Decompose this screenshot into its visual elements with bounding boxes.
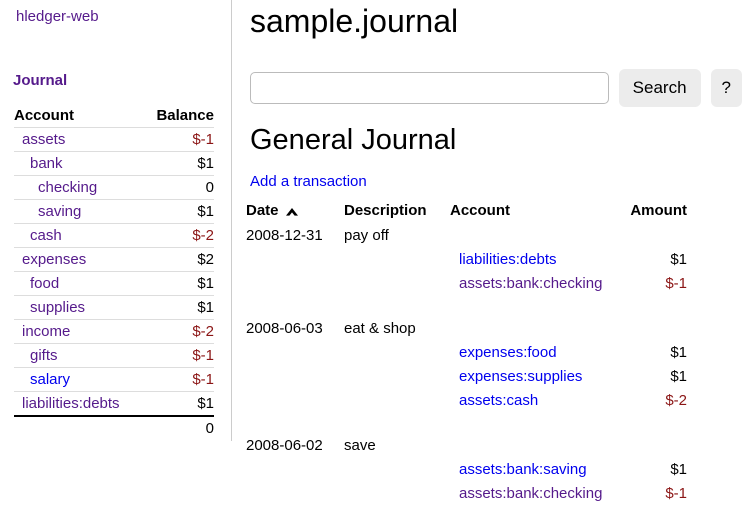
posting-row: liabilities:debts $1 bbox=[246, 247, 687, 271]
spacer-row bbox=[246, 412, 687, 433]
transaction-description: pay off bbox=[344, 226, 389, 244]
total-balance: 0 bbox=[205, 419, 214, 437]
account-row: income $-2 bbox=[14, 319, 214, 343]
account-balance: $-1 bbox=[192, 371, 214, 388]
account-link[interactable]: supplies bbox=[30, 299, 86, 316]
posting-account-link[interactable]: liabilities:debts bbox=[459, 250, 557, 268]
account-balance: $2 bbox=[197, 251, 214, 268]
posting-account-link[interactable]: assets:bank:saving bbox=[459, 460, 587, 478]
posting-amount: $-1 bbox=[665, 484, 687, 502]
posting-amount: $1 bbox=[670, 460, 687, 478]
journal-table: Date Description Account Amount 2008-12-… bbox=[246, 198, 687, 505]
transaction-description: eat & shop bbox=[344, 319, 416, 337]
posting-amount: $1 bbox=[670, 250, 687, 268]
account-link[interactable]: checking bbox=[38, 179, 98, 196]
app-title-link[interactable]: hledger-web bbox=[16, 8, 99, 25]
account-balance-table: Account Balance assets $-1 bank $1 check… bbox=[14, 103, 214, 439]
posting-account-link[interactable]: expenses:supplies bbox=[459, 367, 583, 385]
sidebar-item-journal[interactable]: Journal bbox=[13, 72, 68, 89]
posting-amount: $-1 bbox=[665, 274, 687, 292]
account-row: supplies $1 bbox=[14, 295, 214, 319]
account-row: gifts $-1 bbox=[14, 343, 214, 367]
main-content: sample.journal Search ? General Journal … bbox=[246, 0, 742, 505]
search-button[interactable]: Search bbox=[618, 69, 701, 107]
account-link[interactable]: gifts bbox=[30, 347, 58, 364]
amount-column-header: Amount bbox=[630, 202, 687, 219]
account-row: saving $1 bbox=[14, 199, 214, 223]
account-balance: $1 bbox=[197, 299, 214, 316]
account-link[interactable]: bank bbox=[30, 155, 63, 172]
account-link[interactable]: saving bbox=[38, 203, 82, 220]
date-column-header[interactable]: Date bbox=[246, 202, 344, 219]
account-link[interactable]: liabilities:debts bbox=[22, 395, 120, 412]
account-row: assets $-1 bbox=[14, 127, 214, 151]
posting-row: expenses:food $1 bbox=[246, 340, 687, 364]
transaction-date: 2008-06-03 bbox=[246, 319, 323, 337]
posting-row: expenses:supplies $1 bbox=[246, 364, 687, 388]
account-row: food $1 bbox=[14, 271, 214, 295]
posting-account-link[interactable]: assets:bank:checking bbox=[459, 274, 603, 292]
posting-row: assets:cash $-2 bbox=[246, 388, 687, 412]
posting-amount: $1 bbox=[670, 343, 687, 361]
account-row: bank $1 bbox=[14, 151, 214, 175]
search-input[interactable] bbox=[250, 72, 609, 104]
add-transaction-link[interactable]: Add a transaction bbox=[250, 173, 367, 190]
spacer-row bbox=[246, 295, 687, 316]
account-link[interactable]: salary bbox=[30, 371, 71, 388]
page-title: sample.journal bbox=[250, 3, 459, 39]
account-row: expenses $2 bbox=[14, 247, 214, 271]
posting-account-link[interactable]: expenses:food bbox=[459, 343, 557, 361]
chevron-up-icon bbox=[285, 205, 299, 216]
balance-column-header: Balance bbox=[156, 106, 214, 124]
posting-account-link[interactable]: assets:bank:checking bbox=[459, 484, 603, 502]
account-link[interactable]: food bbox=[30, 275, 60, 292]
account-row: salary $-1 bbox=[14, 367, 214, 391]
posting-row: assets:bank:saving $1 bbox=[246, 457, 687, 481]
transaction-row: 2008-06-03 eat & shop bbox=[246, 316, 687, 340]
account-balance: $1 bbox=[197, 203, 214, 220]
account-balance: $-1 bbox=[192, 131, 214, 148]
account-column-header: Account bbox=[14, 106, 74, 124]
posting-account-link[interactable]: assets:cash bbox=[459, 391, 539, 409]
account-balance: 0 bbox=[205, 179, 214, 196]
journal-table-header: Date Description Account Amount bbox=[246, 198, 687, 223]
posting-amount: $1 bbox=[670, 367, 687, 385]
transaction-row: 2008-06-02 save bbox=[246, 433, 687, 457]
account-column-header: Account bbox=[450, 202, 510, 219]
transaction-row: 2008-12-31 pay off bbox=[246, 223, 687, 247]
posting-row: assets:bank:checking $-1 bbox=[246, 271, 687, 295]
account-link[interactable]: expenses bbox=[22, 251, 87, 268]
description-column-header: Description bbox=[344, 202, 427, 219]
search-form: Search ? bbox=[250, 69, 742, 107]
account-balance: $1 bbox=[197, 155, 214, 172]
posting-row: assets:bank:checking $-1 bbox=[246, 481, 687, 505]
search-help-button[interactable]: ? bbox=[710, 69, 742, 107]
transaction-date: 2008-12-31 bbox=[246, 226, 323, 244]
account-row: cash $-2 bbox=[14, 223, 214, 247]
account-balance: $1 bbox=[197, 395, 214, 412]
journal-heading: General Journal bbox=[250, 124, 457, 156]
account-row: checking 0 bbox=[14, 175, 214, 199]
account-row: liabilities:debts $1 bbox=[14, 391, 214, 415]
account-balance: $1 bbox=[197, 275, 214, 292]
account-link[interactable]: cash bbox=[30, 227, 62, 244]
posting-amount: $-2 bbox=[665, 391, 687, 409]
account-total-row: 0 bbox=[14, 415, 214, 439]
account-link[interactable]: assets bbox=[22, 131, 66, 148]
account-balance: $-2 bbox=[192, 323, 214, 340]
account-link[interactable]: income bbox=[22, 323, 71, 340]
transaction-date: 2008-06-02 bbox=[246, 436, 323, 454]
account-table-header: Account Balance bbox=[14, 103, 214, 127]
account-balance: $-2 bbox=[192, 227, 214, 244]
account-balance: $-1 bbox=[192, 347, 214, 364]
sidebar: hledger-web Journal Account Balance asse… bbox=[0, 0, 232, 441]
transaction-description: save bbox=[344, 436, 376, 454]
